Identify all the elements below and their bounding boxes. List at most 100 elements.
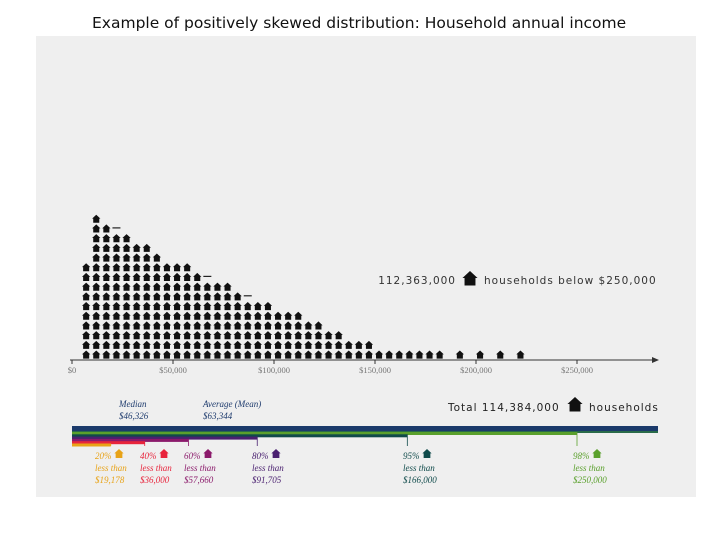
house-icon <box>92 243 101 252</box>
house-icon <box>152 263 162 272</box>
callout-value: 112,363,000 <box>378 275 456 287</box>
house-icon <box>132 253 141 262</box>
percentile-text: less than <box>573 463 605 473</box>
house-icon <box>283 350 293 359</box>
house-icon <box>304 340 313 349</box>
house-icon <box>193 282 202 291</box>
house-icon <box>92 292 101 301</box>
house-icon <box>263 302 273 311</box>
house-icon <box>172 321 182 330</box>
house-icon <box>92 234 101 243</box>
house-icon <box>344 350 353 359</box>
house-icon <box>162 292 172 301</box>
house-icon <box>81 331 91 340</box>
house-icon <box>102 243 111 252</box>
house-icon <box>223 331 232 340</box>
house-icon <box>112 350 121 359</box>
house-icon <box>112 243 121 252</box>
house-icon <box>182 331 192 340</box>
house-icon <box>92 350 101 359</box>
percentile-text: less than <box>403 463 435 473</box>
percentile-value: $36,000 <box>140 475 170 485</box>
house-icon <box>263 321 273 330</box>
house-icon <box>112 263 121 272</box>
house-icon <box>102 292 111 301</box>
house-icon <box>182 272 192 281</box>
house-icon <box>233 302 242 311</box>
callout-text: households below $250,000 <box>484 275 657 287</box>
house-icon <box>233 340 242 349</box>
house-icon <box>314 350 323 359</box>
house-icon <box>223 340 232 349</box>
house-icon <box>243 311 252 320</box>
house-icon <box>425 350 434 359</box>
house-icon <box>152 321 162 330</box>
average-label: Average (Mean) <box>202 399 261 409</box>
house-icon <box>354 350 364 359</box>
house-icon <box>193 292 202 301</box>
house-icon <box>132 263 141 272</box>
x-tick-label: $150,000 <box>359 365 391 375</box>
house-icon <box>102 263 111 272</box>
house-icon <box>243 331 252 340</box>
house-icon <box>122 282 131 291</box>
house-icon <box>304 321 313 330</box>
house-icon <box>422 449 432 458</box>
house-icon <box>203 449 213 458</box>
house-icon <box>114 449 124 458</box>
house-icon <box>142 350 151 359</box>
house-icon <box>132 272 141 281</box>
house-icon <box>253 350 263 359</box>
percentile-bar <box>72 441 145 445</box>
house-icon <box>213 282 222 291</box>
house-icon <box>233 311 242 320</box>
house-icon <box>334 331 343 340</box>
house-icon <box>182 302 192 311</box>
house-icon <box>102 350 111 359</box>
house-icon <box>294 331 303 340</box>
house-icon <box>223 292 232 301</box>
house-icon <box>92 331 101 340</box>
house-icon <box>142 321 151 330</box>
house-icon <box>112 302 121 311</box>
house-icon <box>324 331 333 340</box>
percentile-value: $166,000 <box>403 475 437 485</box>
house-icon <box>81 311 91 320</box>
average-value: $46,326 <box>119 411 149 421</box>
house-icon <box>112 311 121 320</box>
chart-title: Example of positively skewed distributio… <box>92 14 627 32</box>
house-icon <box>92 311 101 320</box>
percentile-text: less than <box>184 463 216 473</box>
house-icon <box>122 292 131 301</box>
house-icon <box>283 321 293 330</box>
house-icon <box>193 272 202 281</box>
house-icon <box>81 272 91 281</box>
house-icon <box>193 340 202 349</box>
house-icon <box>112 253 121 262</box>
house-icon <box>162 302 172 311</box>
house-icon <box>122 272 131 281</box>
x-tick-label: $0 <box>68 365 77 375</box>
house-icon <box>132 311 141 320</box>
house-icon <box>395 350 404 359</box>
house-icon <box>182 340 192 349</box>
house-icon <box>273 350 283 359</box>
house-icon <box>243 302 252 311</box>
house-icon <box>435 350 444 359</box>
house-icon <box>102 253 111 262</box>
house-icon <box>294 311 303 320</box>
house-icon <box>112 292 121 301</box>
house-icon <box>182 282 192 291</box>
house-icon <box>152 292 162 301</box>
house-icon <box>112 272 121 281</box>
house-icon <box>243 350 252 359</box>
house-icon <box>455 350 465 359</box>
house-icon <box>253 302 263 311</box>
house-icon <box>203 331 212 340</box>
average-value: $63,344 <box>203 411 233 421</box>
house-icon <box>344 340 353 349</box>
house-icon <box>132 340 141 349</box>
percentile-bar <box>72 443 111 447</box>
house-icon <box>152 331 162 340</box>
house-icon <box>283 311 293 320</box>
